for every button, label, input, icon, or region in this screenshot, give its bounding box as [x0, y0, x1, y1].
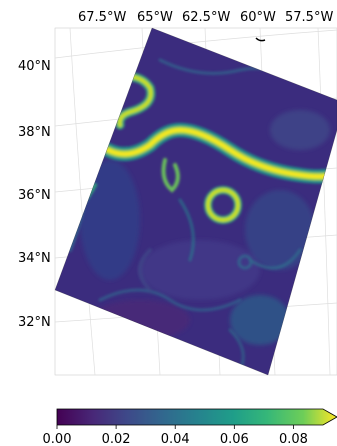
- colorbar-tick-label: 0.04: [161, 432, 190, 446]
- colorbar-body: [56, 408, 337, 426]
- colorbar-tick-label: 0.06: [220, 432, 249, 446]
- latitude-label: 38°N: [18, 125, 51, 140]
- longitude-label: 65°W: [137, 10, 173, 25]
- colorbar: 0.00 0.02 0.04 0.06 0.08: [43, 408, 337, 446]
- latitude-labels: 40°N 38°N 36°N 34°N 32°N: [18, 59, 51, 330]
- latitude-label: 34°N: [18, 251, 51, 266]
- longitude-label: 60°W: [240, 10, 276, 25]
- coastline-fragment: [255, 37, 266, 42]
- longitude-label: 67.5°W: [78, 10, 126, 25]
- longitude-labels: 67.5°W 65°W 62.5°W 60°W 57.5°W: [78, 10, 333, 25]
- latitude-label: 32°N: [18, 315, 51, 330]
- colorbar-tick-label: 0.00: [43, 432, 72, 446]
- colorbar-tick-label: 0.08: [279, 432, 308, 446]
- longitude-label: 57.5°W: [285, 10, 333, 25]
- latitude-label: 36°N: [18, 188, 51, 203]
- latitude-label: 40°N: [18, 59, 51, 74]
- colorbar-tick-label: 0.02: [102, 432, 131, 446]
- longitude-label: 62.5°W: [182, 10, 230, 25]
- model-domain-outline: [54, 27, 337, 376]
- colorbar-ticks: 0.00 0.02 0.04 0.06 0.08: [43, 425, 308, 446]
